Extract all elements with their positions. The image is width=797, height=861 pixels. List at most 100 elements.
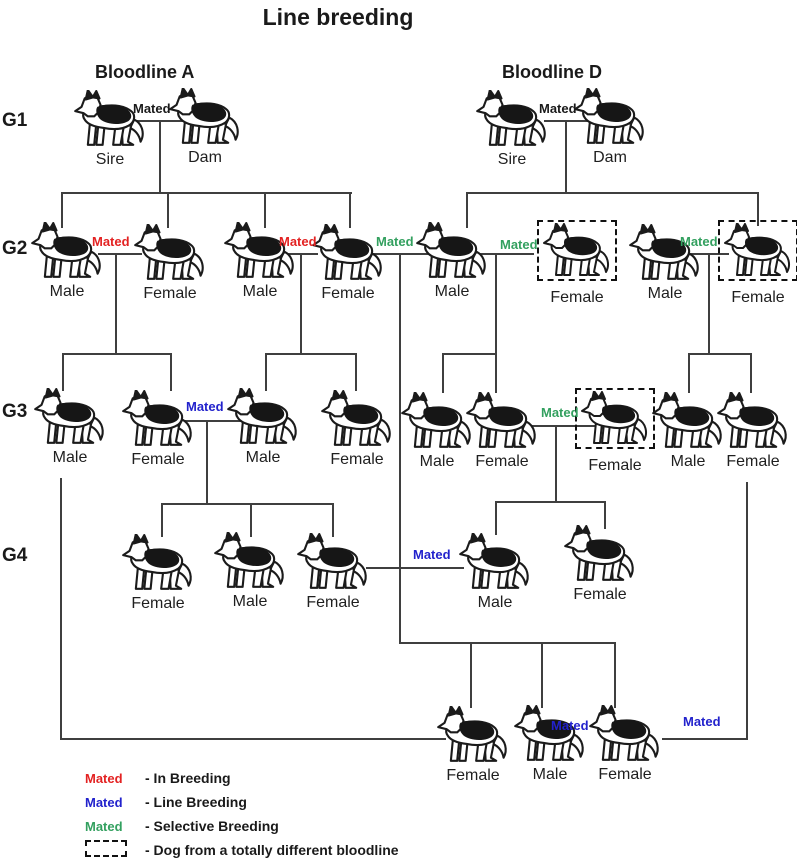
connector-line <box>62 353 64 391</box>
bloodline-d-header: Bloodline D <box>502 62 602 82</box>
dog-icon <box>134 224 204 280</box>
dog-g1a-sire: Sire <box>72 90 148 169</box>
dog-sex-label: Female <box>550 289 604 306</box>
connector-line <box>466 192 759 194</box>
dog-sex-label: Female <box>598 766 652 783</box>
dog-icon <box>401 392 471 448</box>
mated-label-g3a: Mated <box>186 399 224 414</box>
dog-icon <box>459 533 529 589</box>
connector-line <box>495 353 497 393</box>
connector-line <box>495 253 497 354</box>
legend-text: - In Breeding <box>145 770 231 786</box>
dog-sex-label: Female <box>446 767 500 784</box>
mated-label-g4: Mated <box>413 547 451 562</box>
generation-label-g1: G1 <box>2 110 28 131</box>
connector-line <box>60 478 62 740</box>
connector-line <box>170 353 172 391</box>
legend-row-selective-breeding: Mated - Selective Breeding <box>85 818 279 834</box>
connector-line <box>604 501 606 529</box>
dog-sex-label: Female <box>330 451 384 468</box>
dog-sex-label: Male <box>647 285 683 302</box>
legend-row-line-breeding: Mated - Line Breeding <box>85 794 247 810</box>
dog-g2d-male-2: Male <box>627 224 703 303</box>
generation-label-g4: G4 <box>2 545 28 566</box>
connector-line <box>61 192 352 194</box>
dog-g2d-male-1: Male <box>414 222 490 301</box>
connector-line <box>166 420 244 422</box>
legend-mated-red: Mated <box>85 770 123 786</box>
dog-g4a-female-1: Female <box>120 534 196 613</box>
dog-icon <box>169 88 239 144</box>
dog-g2a-male-2: Male <box>222 222 298 301</box>
connector-line <box>708 253 710 354</box>
dog-g3a-male-1: Male <box>32 388 108 467</box>
connector-line <box>60 738 446 740</box>
connector-line <box>468 253 534 255</box>
connector-line <box>495 501 606 503</box>
dog-icon <box>574 88 644 144</box>
connector-line <box>161 503 163 537</box>
dog-sex-label: Female <box>131 451 185 468</box>
legend-row-in-breeding: Mated - In Breeding <box>85 770 231 786</box>
generation-label-g2: G2 <box>2 238 28 259</box>
dog-sex-label: Male <box>52 449 88 466</box>
connector-line <box>757 192 759 226</box>
dog-icon <box>543 223 609 276</box>
connector-line <box>750 353 752 393</box>
mated-label-g2-cross: Mated <box>376 234 414 249</box>
connector-line <box>349 192 351 228</box>
dog-sex-label: Male <box>419 453 455 470</box>
connector-line <box>495 501 497 535</box>
connector-line <box>470 642 472 708</box>
dog-icon <box>34 388 104 444</box>
dog-g1d-sire: Sire <box>474 90 550 169</box>
dog-g3d-male-2: Male <box>650 392 726 471</box>
dog-g2a-female-2: Female <box>310 224 386 303</box>
dog-g3d-female-1: Female <box>464 392 540 471</box>
legend-row-different-bloodline: - Dog from a totally different bloodline <box>85 840 399 860</box>
connector-line <box>61 192 63 228</box>
dog-icon <box>437 706 507 762</box>
dog-icon <box>476 90 546 146</box>
dog-g3d-male-1: Male <box>399 392 475 471</box>
generation-label-g3: G3 <box>2 401 28 422</box>
dog-g3a-male-2: Male <box>225 388 301 467</box>
dog-sex-label: Female <box>588 457 642 474</box>
mated-label-bottom-left: Mated <box>551 718 589 733</box>
mated-label-g2d-2: Mated <box>680 234 718 249</box>
connector-line <box>355 353 357 391</box>
page-title: Line breeding <box>262 4 414 30</box>
dog-icon <box>564 525 634 581</box>
connector-line <box>368 253 470 255</box>
mated-label-g2a-2: Mated <box>279 234 317 249</box>
dog-sex-label: Female <box>306 594 360 611</box>
dog-sex-label: Female <box>726 453 780 470</box>
dog-sex-label: Male <box>670 453 706 470</box>
dog-sex-label: Female <box>143 285 197 302</box>
dog-icon <box>416 222 486 278</box>
dog-g1a-dam: Dam <box>167 88 243 167</box>
connector-line <box>62 353 172 355</box>
dog-icon <box>466 392 536 448</box>
dog-g4a-male: Male <box>212 532 288 611</box>
connector-line <box>161 503 334 505</box>
dog-g3d-female-2: Female <box>715 392 791 471</box>
dog-sex-label: Dam <box>188 149 222 166</box>
connector-line <box>286 253 318 255</box>
connector-line <box>159 120 161 192</box>
dog-icon <box>214 532 284 588</box>
connector-line <box>442 353 444 393</box>
dog-sex-label: Dam <box>593 149 627 166</box>
dog-sex-label: Male <box>477 594 513 611</box>
legend-dashed-box-icon <box>85 840 145 860</box>
dog-g1d-dam: Dam <box>572 88 648 167</box>
bloodline-a-header: Bloodline A <box>95 62 195 82</box>
dog-icon <box>724 223 790 276</box>
dog-sex-label: Sire <box>497 151 527 168</box>
dog-sex-label: Sire <box>95 151 125 168</box>
dog-g4d-male: Male <box>457 533 533 612</box>
dog-g3a-female-2: Female <box>319 390 395 469</box>
dog-icon <box>224 222 294 278</box>
dog-sex-label: Female <box>131 595 185 612</box>
